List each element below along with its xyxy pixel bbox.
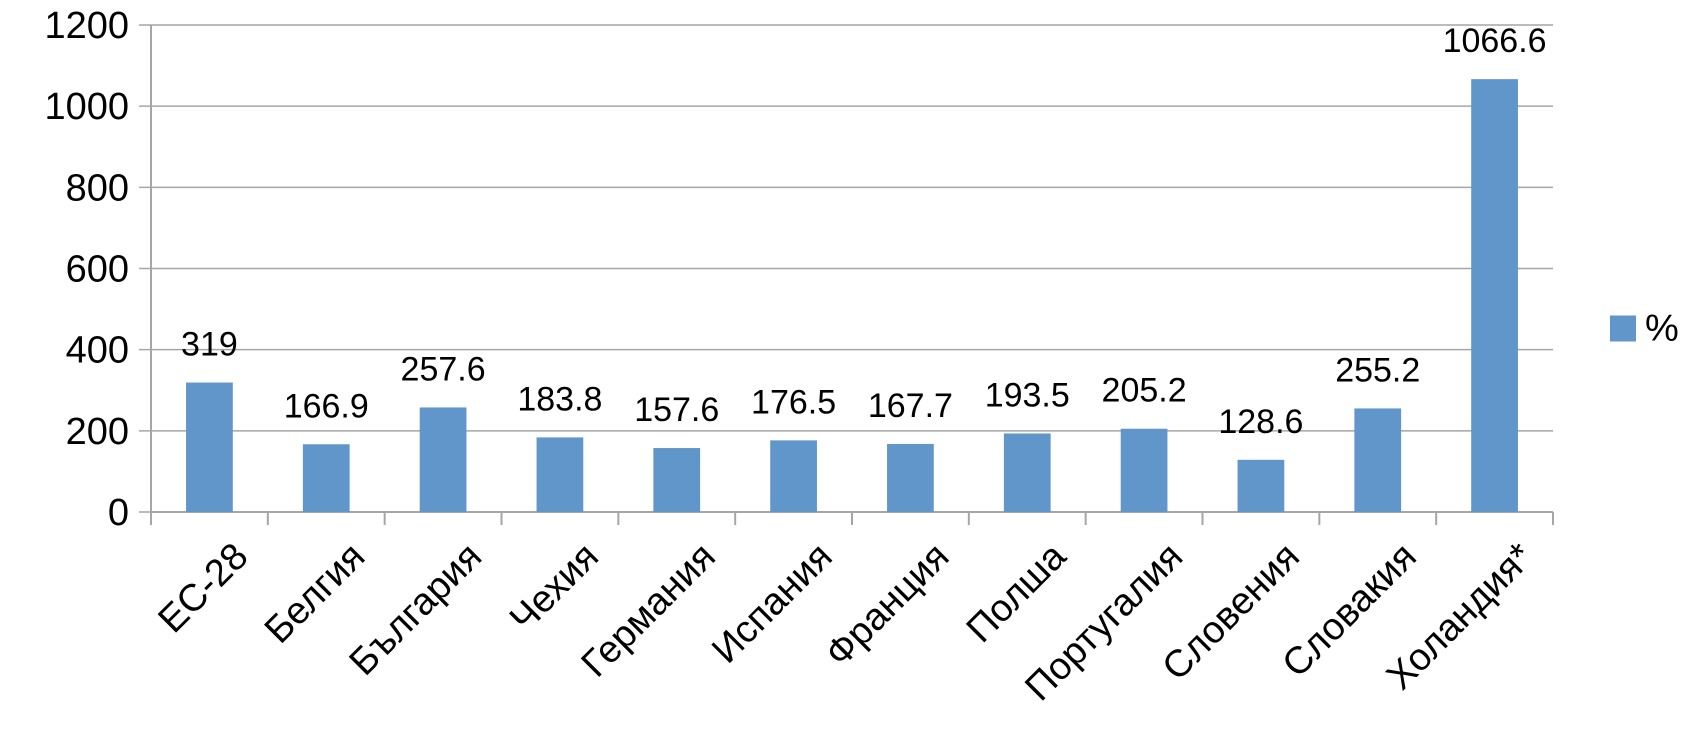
data-label: 183.8: [517, 380, 602, 418]
data-label: 193.5: [985, 376, 1070, 414]
y-tick-label: 1000: [44, 86, 129, 128]
bar: [419, 407, 467, 512]
x-tick-label: Белгия: [257, 535, 373, 651]
y-tick-label: 1200: [44, 5, 129, 47]
bar: [770, 440, 817, 512]
bar: [1354, 408, 1402, 512]
data-label: 319: [181, 326, 238, 364]
x-tick-label: Испания: [704, 535, 840, 671]
x-tick-label: Франция: [818, 535, 958, 675]
data-label: 128.6: [1218, 403, 1303, 441]
x-tick-label: Полша: [959, 535, 1075, 651]
x-tick-label: Чехия: [502, 535, 607, 640]
bar: [186, 382, 233, 512]
legend-label: %: [1645, 308, 1679, 350]
data-label: 205.2: [1102, 372, 1187, 410]
data-label: 176.5: [751, 383, 836, 421]
y-tick-label: 800: [66, 167, 129, 209]
bar: [1471, 79, 1518, 512]
x-tick-label: ЕС-28: [151, 535, 257, 641]
legend-swatch: [1610, 315, 1636, 342]
data-label: 167.7: [868, 387, 953, 425]
data-label: 255.2: [1335, 351, 1420, 389]
bar: [1120, 428, 1168, 512]
y-tick-label: 400: [66, 330, 129, 372]
y-tick-label: 0: [108, 492, 129, 534]
data-label: 166.9: [284, 387, 369, 425]
bar: [1237, 459, 1285, 512]
bar: [887, 443, 934, 512]
data-label: 157.6: [634, 391, 719, 429]
bar: [653, 448, 701, 512]
bar: [1003, 433, 1051, 512]
data-label: 257.6: [401, 350, 486, 388]
bar: [302, 444, 350, 512]
y-tick-label: 600: [66, 249, 129, 291]
y-tick-label: 200: [66, 411, 129, 453]
bar: [536, 437, 584, 512]
data-label: 1066.6: [1443, 22, 1547, 60]
